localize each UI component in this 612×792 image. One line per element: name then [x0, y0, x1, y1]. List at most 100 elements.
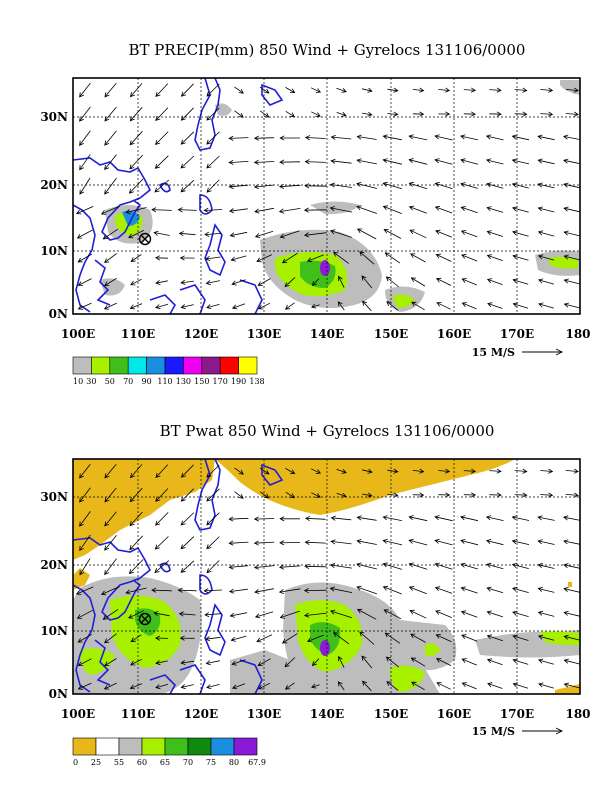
colorbar-label: 67.9: [248, 758, 266, 767]
wind-arrow: [154, 179, 170, 193]
wind-arrow: [512, 230, 529, 237]
panel2-colorbar: 0 25 55 60 65 70 75 80 67.9: [72, 737, 266, 767]
wind-arrow: [438, 87, 451, 93]
wind-arrow: [460, 562, 478, 570]
wind-arrow: [382, 134, 402, 141]
wind-arrow: [104, 487, 117, 503]
wind-arrow: [104, 154, 117, 171]
wind-arrow: [387, 468, 399, 474]
panel2-frame: [72, 458, 581, 695]
wind-arrow: [104, 463, 117, 479]
panel1-lat-labels: 30N 20N 10N 0N: [40, 110, 68, 321]
wind-arrow: [311, 278, 320, 287]
wind-arrow: [77, 302, 92, 310]
wind-arrow: [311, 111, 321, 117]
wind-arrow: [254, 230, 274, 238]
wind-arrow: [537, 658, 555, 665]
wind-arrow: [362, 111, 373, 117]
wind-arrow: [537, 515, 555, 521]
wind-arrow: [512, 634, 529, 641]
panel1-map: [72, 77, 581, 315]
wind-arrow: [79, 106, 91, 122]
wind-arrow: [284, 682, 295, 690]
wind-arrow: [102, 228, 119, 240]
wind-arrow: [329, 206, 353, 213]
wind-arrow: [77, 682, 92, 690]
wind-arrow: [562, 134, 581, 140]
wind-arrow: [563, 610, 580, 617]
wind-arrow: [511, 182, 529, 189]
wind-arrow: [563, 278, 580, 285]
wind-arrow: [486, 206, 504, 213]
panel2-title: BT Pwat 850 Wind + Gyrelocs 131106/0000: [160, 422, 495, 440]
wind-arrow: [253, 135, 275, 141]
wind-arrow: [153, 230, 170, 236]
wind-arrow: [306, 634, 324, 643]
wind-arrow: [104, 106, 117, 122]
panel1-lon-label: 170E: [500, 327, 534, 341]
wind-arrow: [129, 154, 143, 170]
wind-arrow: [511, 134, 530, 141]
panel2-lon-label: 150E: [374, 707, 408, 721]
wind-arrow: [356, 182, 377, 189]
wind-arrow: [311, 658, 320, 667]
wind-arrow: [383, 609, 402, 620]
panel1-frame: [72, 77, 581, 315]
wind-arrow: [461, 658, 477, 666]
wind-arrow: [279, 159, 301, 165]
wind-arrow: [206, 684, 220, 690]
wind-arrow: [230, 255, 247, 262]
wind-arrow: [231, 683, 246, 690]
colorbar-swatch: [95, 737, 120, 756]
wind-arrow: [228, 588, 248, 594]
wind-arrow: [486, 230, 504, 237]
wind-arrow: [284, 657, 296, 668]
wind-arrow: [512, 682, 529, 689]
wind-arrow: [125, 207, 147, 215]
panel1-lon-labels: 100E 110E 120E 130E 140E 150E 160E 170E …: [61, 327, 591, 341]
wind-arrow: [408, 158, 428, 165]
wind-arrow: [234, 467, 244, 475]
wind-arrow: [514, 468, 528, 474]
wind-arrow: [234, 110, 244, 118]
wind-arrow: [79, 558, 91, 576]
wind-arrow: [129, 535, 143, 551]
colorbar-swatch: [91, 356, 111, 375]
wind-arrow: [512, 302, 529, 309]
wind-arrow: [204, 255, 221, 261]
panel1-lon-label: 120E: [184, 327, 218, 341]
wind-arrow: [206, 131, 220, 145]
wind-arrow: [155, 107, 169, 122]
colorbar-label: 70: [123, 377, 133, 386]
wind-arrow: [311, 683, 320, 689]
wind-arrow: [387, 492, 399, 498]
colorbar-swatch: [183, 356, 203, 375]
wind-arrow: [230, 635, 247, 642]
wind-arrow: [382, 538, 403, 546]
wind-arrow: [563, 539, 581, 545]
wind-arrow: [537, 134, 555, 141]
colorbar-swatch: [219, 356, 239, 375]
panel1-coastlines: [72, 77, 284, 315]
panel1-gyre-marker: [138, 232, 152, 246]
wind-arrow: [303, 207, 327, 213]
wind-arrow: [408, 538, 428, 546]
wind-arrow: [435, 277, 452, 286]
wind-arrow: [206, 304, 220, 310]
wind-arrow: [336, 111, 347, 117]
wind-arrow: [179, 635, 195, 641]
wind-arrow: [311, 303, 320, 309]
wind-arrow: [125, 587, 147, 595]
wind-arrow: [75, 206, 94, 215]
wind-arrow: [155, 464, 169, 479]
wind-arrow: [310, 468, 322, 474]
wind-arrow: [356, 585, 378, 595]
wind-arrow: [254, 588, 274, 594]
wind-arrow: [330, 158, 352, 164]
wind-arrow: [231, 279, 246, 286]
wind-arrow: [537, 230, 555, 237]
wind-arrow: [460, 539, 479, 546]
colorbar-swatch: [141, 737, 166, 756]
wind-arrow: [177, 587, 197, 593]
colorbar-swatch: [164, 737, 189, 756]
